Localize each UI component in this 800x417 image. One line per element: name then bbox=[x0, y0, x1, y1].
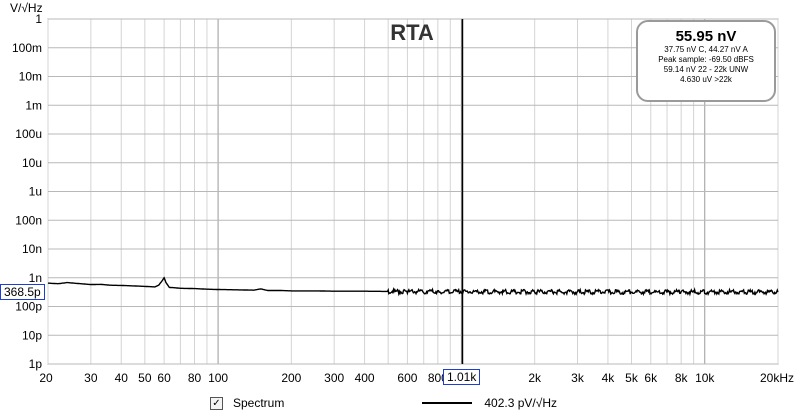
x-tick-label: 20 bbox=[39, 371, 53, 385]
y-tick-label: 10p bbox=[22, 328, 42, 342]
spectrum-trace bbox=[47, 276, 779, 297]
x-tick-label: 8k bbox=[675, 371, 689, 385]
legend-value: 402.3 pV/√Hz bbox=[484, 396, 557, 410]
x-tick-label: 300 bbox=[324, 371, 344, 385]
legend: ✓ Spectrum 402.3 pV/√Hz bbox=[210, 394, 557, 412]
x-tick-label: 4k bbox=[602, 371, 616, 385]
y-tick-label: 1u bbox=[29, 185, 42, 199]
readout-main-value: 55.95 nV bbox=[675, 28, 737, 45]
x-tick-label: 80 bbox=[188, 371, 202, 385]
x-tick-labels: 20 30 40 50 60 80 100 200 300 400 600 800 2k 3k 4k 5k 6k… bbox=[39, 371, 794, 385]
readout-line: Peak sample: -69.50 dBFS bbox=[658, 55, 754, 64]
y-tick-label: 10n bbox=[22, 242, 42, 256]
x-tick-label: 200 bbox=[281, 371, 301, 385]
y-tick-label: 1 bbox=[35, 12, 42, 26]
x-tick-label: 40 bbox=[115, 371, 129, 385]
x-tick-label: 20kHz bbox=[760, 371, 794, 385]
x-tick-label: 3k bbox=[571, 371, 585, 385]
spectrum-line bbox=[47, 276, 779, 297]
y-tick-label: 100p bbox=[15, 300, 42, 314]
y-tick-label: 1n bbox=[29, 271, 42, 285]
x-tick-label: 5k bbox=[625, 371, 639, 385]
spectrum-checkbox[interactable]: ✓ bbox=[210, 396, 223, 410]
legend-series-label: Spectrum bbox=[233, 396, 285, 410]
x-tick-label: 400 bbox=[355, 371, 375, 385]
readout-line: 59.14 nV 22 - 22k UNW bbox=[663, 65, 749, 74]
x-tick-label: 60 bbox=[157, 371, 171, 385]
x-tick-label: 100 bbox=[208, 371, 228, 385]
y-tick-label: 100m bbox=[12, 41, 42, 55]
chart-title: RTA bbox=[390, 20, 434, 45]
y-tick-label: 100n bbox=[15, 213, 42, 227]
y-tick-label: 100u bbox=[15, 127, 42, 141]
x-tick-label: 6k bbox=[644, 371, 658, 385]
y-tick-label: 10u bbox=[22, 156, 42, 170]
y-axis-label: V/√Hz bbox=[10, 1, 43, 15]
readout-line: 4.630 uV >22k bbox=[680, 75, 732, 84]
major-gridlines bbox=[48, 18, 778, 365]
y-tick-label: 10m bbox=[19, 70, 42, 84]
level-readout: 55.95 nV 37.75 nV C, 44.27 nV A Peak sam… bbox=[636, 20, 776, 102]
readout-line: 37.75 nV C, 44.27 nV A bbox=[664, 45, 748, 54]
x-tick-label: 600 bbox=[397, 371, 417, 385]
y-tick-label: 1m bbox=[25, 98, 42, 112]
legend-line-swatch bbox=[422, 402, 473, 404]
cursor-y-value: 368.5p bbox=[0, 284, 45, 300]
cursor-x-value[interactable]: 1.01k bbox=[443, 369, 481, 385]
x-tick-label: 30 bbox=[84, 371, 98, 385]
y-tick-labels: 1 100m 10m 1m 100u 10u 1u 100n 10n 1n 100p 10p 1p bbox=[12, 12, 42, 371]
x-tick-label: 50 bbox=[138, 371, 152, 385]
x-tick-label: 2k bbox=[528, 371, 542, 385]
x-tick-label: 10k bbox=[695, 371, 715, 385]
y-tick-label: 1p bbox=[29, 357, 43, 371]
